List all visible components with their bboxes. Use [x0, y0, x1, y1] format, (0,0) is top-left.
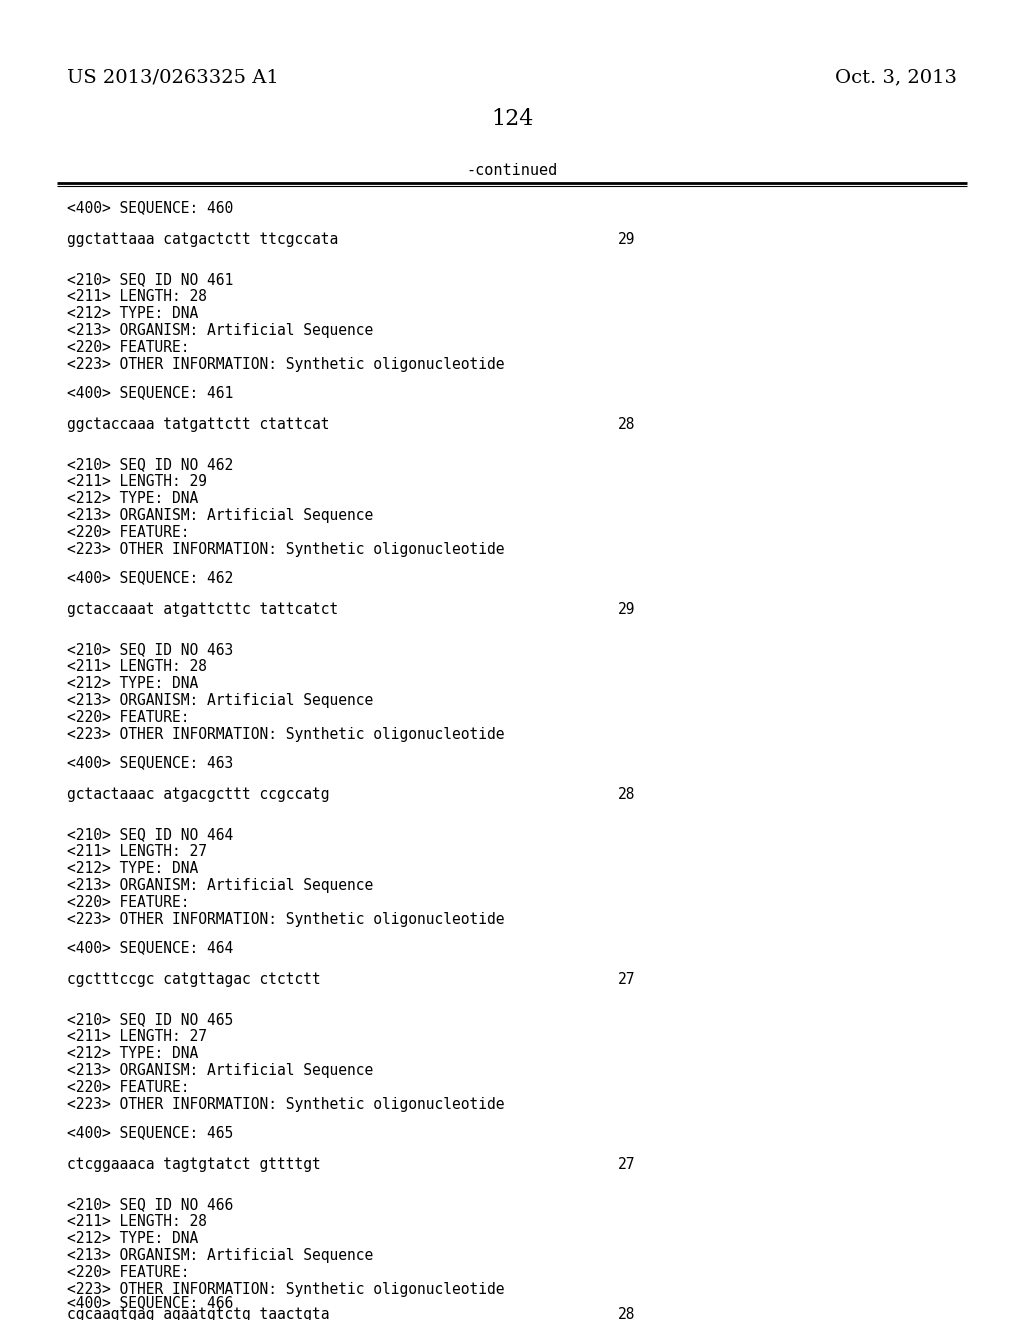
- Text: <211> LENGTH: 28: <211> LENGTH: 28: [67, 659, 207, 675]
- Text: 28: 28: [618, 787, 636, 803]
- Text: <213> ORGANISM: Artificial Sequence: <213> ORGANISM: Artificial Sequence: [67, 1063, 374, 1078]
- Text: 28: 28: [618, 417, 636, 432]
- Text: <211> LENGTH: 29: <211> LENGTH: 29: [67, 474, 207, 488]
- Text: <212> TYPE: DNA: <212> TYPE: DNA: [67, 861, 199, 876]
- Text: cgcaagtgag agaatgtctg taactgta: cgcaagtgag agaatgtctg taactgta: [67, 1307, 330, 1320]
- Text: 29: 29: [618, 232, 636, 247]
- Text: <400> SEQUENCE: 463: <400> SEQUENCE: 463: [67, 755, 233, 770]
- Text: <211> LENGTH: 28: <211> LENGTH: 28: [67, 289, 207, 304]
- Text: <220> FEATURE:: <220> FEATURE:: [67, 895, 189, 909]
- Text: <210> SEQ ID NO 463: <210> SEQ ID NO 463: [67, 642, 233, 657]
- Text: <223> OTHER INFORMATION: Synthetic oligonucleotide: <223> OTHER INFORMATION: Synthetic oligo…: [67, 356, 505, 372]
- Text: 27: 27: [618, 1158, 636, 1172]
- Text: <210> SEQ ID NO 464: <210> SEQ ID NO 464: [67, 828, 233, 842]
- Text: <210> SEQ ID NO 465: <210> SEQ ID NO 465: [67, 1012, 233, 1027]
- Text: <220> FEATURE:: <220> FEATURE:: [67, 1265, 189, 1280]
- Text: <213> ORGANISM: Artificial Sequence: <213> ORGANISM: Artificial Sequence: [67, 878, 374, 894]
- Text: <210> SEQ ID NO 461: <210> SEQ ID NO 461: [67, 272, 233, 286]
- Text: ctcggaaaca tagtgtatct gttttgt: ctcggaaaca tagtgtatct gttttgt: [67, 1158, 321, 1172]
- Text: <213> ORGANISM: Artificial Sequence: <213> ORGANISM: Artificial Sequence: [67, 693, 374, 708]
- Text: <212> TYPE: DNA: <212> TYPE: DNA: [67, 1232, 199, 1246]
- Text: <400> SEQUENCE: 464: <400> SEQUENCE: 464: [67, 940, 233, 954]
- Text: <210> SEQ ID NO 462: <210> SEQ ID NO 462: [67, 457, 233, 473]
- Text: <220> FEATURE:: <220> FEATURE:: [67, 341, 189, 355]
- Text: cgctttccgc catgttagac ctctctt: cgctttccgc catgttagac ctctctt: [67, 972, 321, 987]
- Text: <223> OTHER INFORMATION: Synthetic oligonucleotide: <223> OTHER INFORMATION: Synthetic oligo…: [67, 912, 505, 927]
- Text: <213> ORGANISM: Artificial Sequence: <213> ORGANISM: Artificial Sequence: [67, 1247, 374, 1263]
- Text: <213> ORGANISM: Artificial Sequence: <213> ORGANISM: Artificial Sequence: [67, 508, 374, 523]
- Text: <213> ORGANISM: Artificial Sequence: <213> ORGANISM: Artificial Sequence: [67, 323, 374, 338]
- Text: <211> LENGTH: 28: <211> LENGTH: 28: [67, 1214, 207, 1229]
- Text: US 2013/0263325 A1: US 2013/0263325 A1: [67, 69, 279, 86]
- Text: <220> FEATURE:: <220> FEATURE:: [67, 1080, 189, 1096]
- Text: <400> SEQUENCE: 460: <400> SEQUENCE: 460: [67, 201, 233, 215]
- Text: <212> TYPE: DNA: <212> TYPE: DNA: [67, 306, 199, 321]
- Text: <212> TYPE: DNA: <212> TYPE: DNA: [67, 676, 199, 690]
- Text: <220> FEATURE:: <220> FEATURE:: [67, 710, 189, 725]
- Text: gctaccaaat atgattcttc tattcatct: gctaccaaat atgattcttc tattcatct: [67, 602, 338, 616]
- Text: <212> TYPE: DNA: <212> TYPE: DNA: [67, 1045, 199, 1061]
- Text: ggctaccaaa tatgattctt ctattcat: ggctaccaaa tatgattctt ctattcat: [67, 417, 330, 432]
- Text: 124: 124: [490, 108, 534, 129]
- Text: <211> LENGTH: 27: <211> LENGTH: 27: [67, 843, 207, 859]
- Text: 29: 29: [618, 602, 636, 616]
- Text: <210> SEQ ID NO 466: <210> SEQ ID NO 466: [67, 1197, 233, 1212]
- Text: 27: 27: [618, 972, 636, 987]
- Text: gctactaaac atgacgcttt ccgccatg: gctactaaac atgacgcttt ccgccatg: [67, 787, 330, 803]
- Text: <220> FEATURE:: <220> FEATURE:: [67, 525, 189, 540]
- Text: <400> SEQUENCE: 466: <400> SEQUENCE: 466: [67, 1295, 233, 1309]
- Text: <223> OTHER INFORMATION: Synthetic oligonucleotide: <223> OTHER INFORMATION: Synthetic oligo…: [67, 543, 505, 557]
- Text: <211> LENGTH: 27: <211> LENGTH: 27: [67, 1030, 207, 1044]
- Text: <223> OTHER INFORMATION: Synthetic oligonucleotide: <223> OTHER INFORMATION: Synthetic oligo…: [67, 727, 505, 742]
- Text: <223> OTHER INFORMATION: Synthetic oligonucleotide: <223> OTHER INFORMATION: Synthetic oligo…: [67, 1282, 505, 1298]
- Text: ggctattaaa catgactctt ttcgccata: ggctattaaa catgactctt ttcgccata: [67, 232, 338, 247]
- Text: <400> SEQUENCE: 461: <400> SEQUENCE: 461: [67, 385, 233, 400]
- Text: <223> OTHER INFORMATION: Synthetic oligonucleotide: <223> OTHER INFORMATION: Synthetic oligo…: [67, 1097, 505, 1111]
- Text: <400> SEQUENCE: 462: <400> SEQUENCE: 462: [67, 570, 233, 585]
- Text: -continued: -continued: [466, 162, 558, 178]
- Text: 28: 28: [618, 1307, 636, 1320]
- Text: Oct. 3, 2013: Oct. 3, 2013: [835, 69, 957, 86]
- Text: <212> TYPE: DNA: <212> TYPE: DNA: [67, 491, 199, 506]
- Text: <400> SEQUENCE: 465: <400> SEQUENCE: 465: [67, 1125, 233, 1140]
